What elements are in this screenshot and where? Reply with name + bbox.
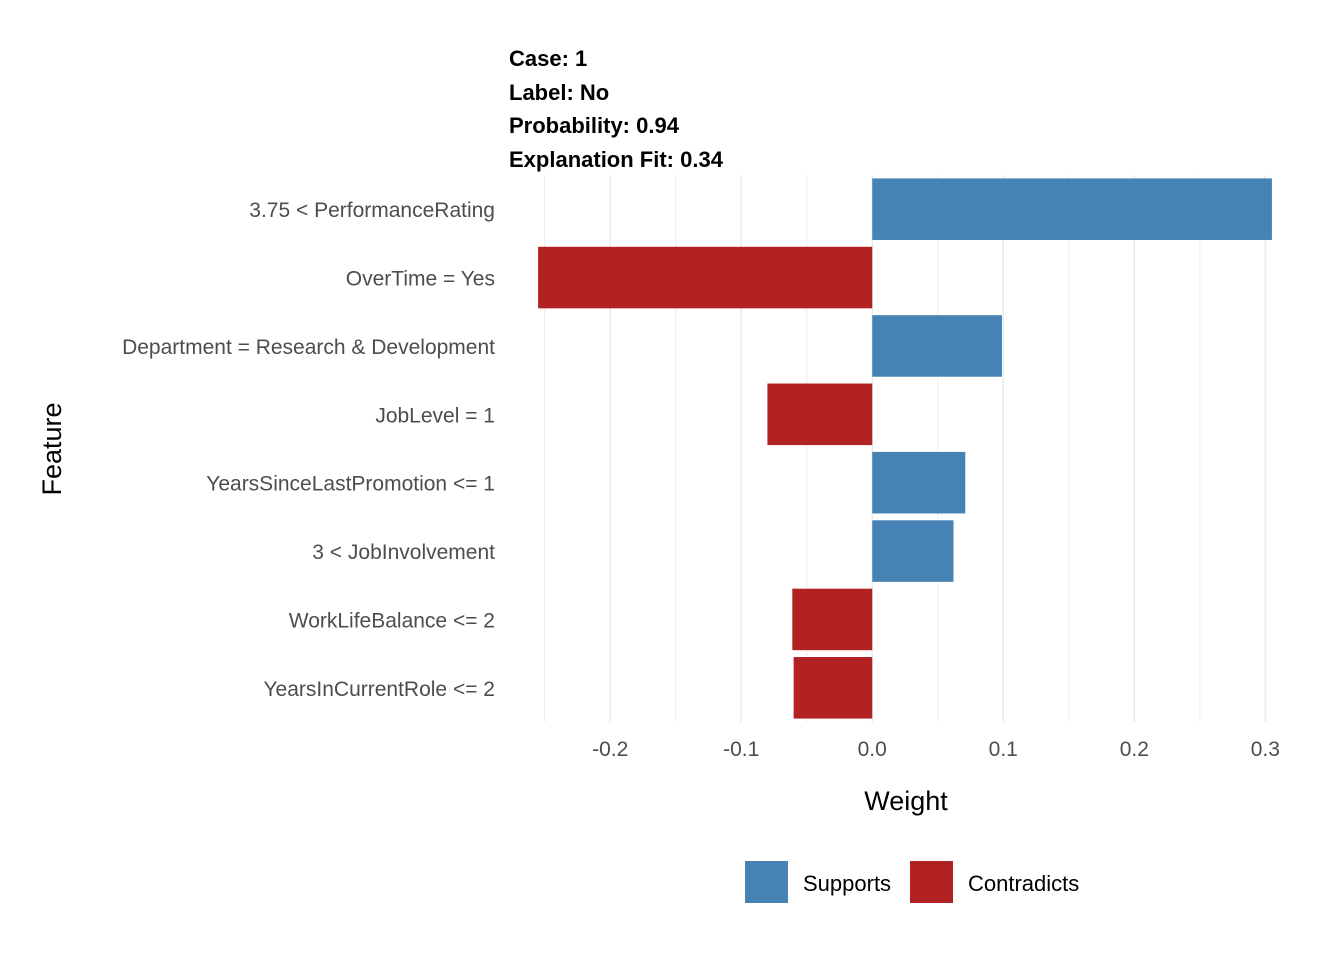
case-label: Case: 1: [509, 46, 587, 71]
bars: [538, 178, 1272, 719]
bar-supports: [872, 520, 954, 582]
legend-key-supports: [745, 861, 788, 903]
x-axis-title: Weight: [864, 786, 948, 816]
y-tick-label: 3.75 < PerformanceRating: [249, 199, 495, 222]
x-tick-label: 0.0: [858, 738, 887, 761]
legend-key-contradicts: [910, 861, 953, 903]
probability-label: Probability: 0.94: [509, 113, 680, 138]
bar-contradicts: [793, 657, 873, 719]
x-tick-label: 0.1: [989, 738, 1018, 761]
y-tick-label: Department = Research & Development: [122, 336, 495, 359]
bar-contradicts: [767, 383, 873, 446]
bar-supports: [872, 315, 1002, 377]
label-label: Label: No: [509, 80, 609, 105]
legend: Supports Contradicts: [745, 861, 1079, 903]
bar-supports: [872, 451, 966, 514]
legend-label-supports: Supports: [803, 871, 891, 896]
x-tick-label: -0.2: [592, 738, 628, 761]
x-axis-tick-labels: -0.2 -0.1 0.0 0.1 0.2 0.3: [592, 738, 1280, 761]
case-header: Case: 1 Label: No Probability: 0.94 Expl…: [509, 46, 724, 172]
x-tick-label: 0.2: [1120, 738, 1149, 761]
bar-supports: [872, 178, 1272, 240]
y-axis-title: Feature: [37, 402, 67, 495]
legend-label-contradicts: Contradicts: [968, 871, 1079, 896]
y-tick-label: YearsSinceLastPromotion <= 1: [206, 473, 495, 496]
y-tick-label: OverTime = Yes: [346, 268, 495, 291]
y-axis-tick-labels: 3.75 < PerformanceRating OverTime = Yes De…: [122, 199, 495, 701]
bar-contradicts: [538, 246, 873, 309]
y-tick-label: WorkLifeBalance <= 2: [289, 609, 495, 632]
y-tick-label: YearsInCurrentRole <= 2: [263, 678, 495, 701]
bar-contradicts: [792, 588, 873, 651]
y-tick-label: 3 < JobInvolvement: [312, 541, 495, 564]
x-tick-label: -0.1: [723, 738, 759, 761]
explanation-fit-label: Explanation Fit: 0.34: [509, 147, 724, 172]
x-tick-label: 0.3: [1251, 738, 1280, 761]
y-tick-label: JobLevel = 1: [375, 404, 495, 427]
